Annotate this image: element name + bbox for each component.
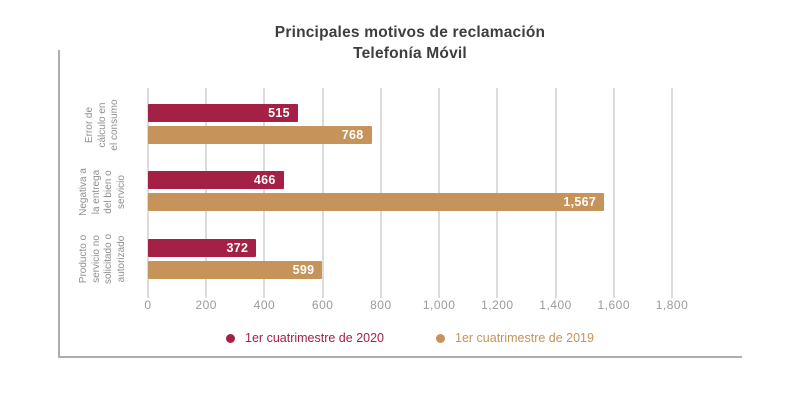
bar-value-label: 1,567 <box>563 195 597 210</box>
x-tick-label: 800 <box>370 298 392 312</box>
gridline <box>671 88 673 298</box>
x-tick-label: 1,800 <box>655 298 689 312</box>
bar-value-label: 768 <box>341 128 364 142</box>
legend-dot-icon <box>226 333 236 343</box>
legend-item: 1er cuatrimestre de 2020 <box>226 331 384 345</box>
bar-series-2-cat-3: 599 <box>148 260 323 279</box>
legend-dot-icon <box>436 333 445 343</box>
gridline <box>438 88 441 298</box>
x-tick-label: 0 <box>144 298 152 312</box>
x-tick-label: 400 <box>253 298 276 312</box>
bar-series-1-cat-1: 515 <box>148 104 298 122</box>
legend: 1er cuatrimestre de 2020 1er cuatrimestre… <box>148 331 672 345</box>
legend-label: 1er cuatrimestre de 2019 <box>455 331 594 345</box>
legend-label: 1er cuatrimestre de 2020 <box>245 331 384 345</box>
chart-title-line1: Principales motivos de reclamación <box>274 24 546 41</box>
gridline <box>147 88 149 298</box>
gridline <box>496 88 499 298</box>
x-tick-label: 600 <box>311 298 334 312</box>
x-tick-label: 1,600 <box>597 298 631 312</box>
chart-title-line2: Telefonía Móvil <box>353 45 467 62</box>
x-tick-label: 1,400 <box>539 298 572 312</box>
gridline <box>612 88 615 298</box>
x-tick-label: 1,200 <box>481 298 514 312</box>
x-tick-label: 1,000 <box>422 298 456 312</box>
gridline <box>379 88 382 298</box>
bar-series-2-cat-2: 1,567 <box>148 193 605 212</box>
bar-series-1-cat-2: 466 <box>148 171 284 190</box>
bar-value-label: 466 <box>253 173 276 188</box>
plot-area: 515 768 466 1,567 372 599 <box>147 88 673 298</box>
chart-title: Principales motivos de reclamación Telef… <box>90 22 730 64</box>
bar-value-label: 515 <box>268 106 290 120</box>
gridline <box>321 88 324 298</box>
legend-item: 1er cuatrimestre de 2019 <box>436 331 594 345</box>
bar-value-label: 372 <box>226 240 249 255</box>
bar-series-2-cat-1: 768 <box>148 126 372 144</box>
bar-value-label: 599 <box>292 262 315 277</box>
chart-frame-border <box>58 50 742 358</box>
gridline <box>554 88 557 298</box>
x-tick-label: 200 <box>195 298 217 312</box>
bar-series-1-cat-3: 372 <box>148 238 257 257</box>
gridline <box>205 88 208 298</box>
gridline <box>263 88 266 298</box>
